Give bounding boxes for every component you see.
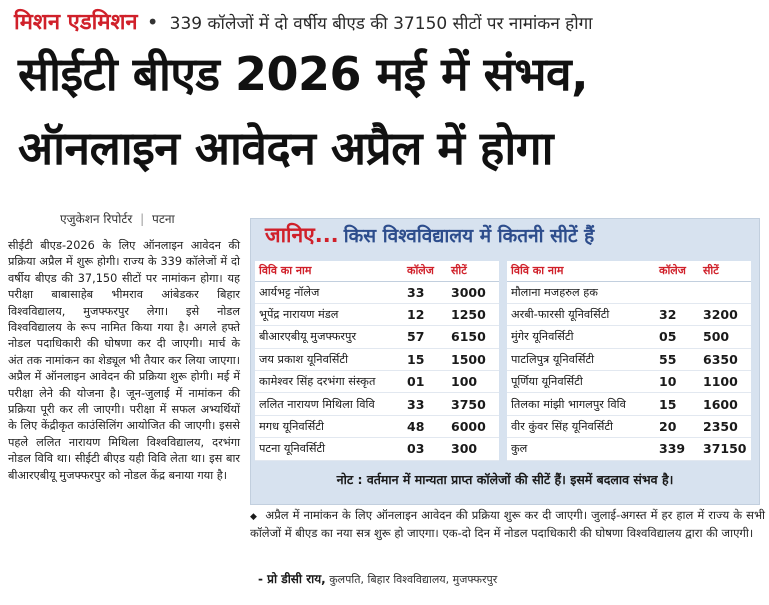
bullet-separator: • — [146, 10, 159, 34]
cell-college-count: 01 — [403, 370, 447, 394]
table-row: मुंगेर यूनिवर्सिटी 05 500 — [507, 325, 751, 349]
column-header-name: विवि का नाम — [507, 261, 655, 282]
top-strap: मिशन एडमिशन • 339 कॉलेजों में दो वर्षीय … — [14, 6, 759, 38]
byline-separator: | — [140, 212, 145, 226]
headline-line-1: सीईटी बीएड 2026 मई में संभव, — [18, 47, 589, 101]
seats-info-panel: जानिए... किस विश्वविद्यालय में कितनी सीट… — [250, 218, 760, 505]
cell-college-count: 55 — [655, 348, 699, 372]
quote-block: ◆ अप्रैल में नामांकन के लिए ऑनलाइन आवेदन… — [250, 508, 765, 541]
cell-seat-count: 6350 — [699, 348, 751, 372]
cell-college-count: 32 — [655, 303, 699, 327]
column-header-name: विवि का नाम — [255, 261, 403, 282]
table-row: पाटलिपुत्र यूनिवर्सिटी 55 6350 — [507, 348, 751, 372]
cell-college-count — [655, 281, 699, 304]
cell-seat-count: 2350 — [699, 415, 751, 439]
cell-university-name: पूर्णिया यूनिवर्सिटी — [507, 370, 655, 394]
article-body: सीईटी बीएड-2026 के लिए ऑनलाइन आवेदन की प… — [8, 239, 240, 482]
column-header-colleges: कॉलेज — [655, 261, 699, 282]
table-row: वीर कुंवर सिंह यूनिवर्सिटी 20 2350 — [507, 415, 751, 439]
cell-seat-count: 6150 — [447, 325, 499, 349]
table-row: जय प्रकाश यूनिवर्सिटी 15 1500 — [255, 348, 499, 372]
column-header-seats: सीटें — [699, 261, 751, 282]
cell-seat-count: 3200 — [699, 303, 751, 327]
cell-seat-count — [699, 281, 751, 304]
cell-university-name: तिलका मांझी भागलपुर विवि — [507, 392, 655, 416]
table-row: बीआरएबीयू मुजफ्फरपुर 57 6150 — [255, 325, 499, 349]
headline-line-2: ऑनलाइन आवेदन अप्रैल में होगा — [18, 121, 554, 175]
cell-college-count: 03 — [403, 437, 447, 461]
cell-university-name: कुल — [507, 437, 655, 461]
cell-university-name: भूपेंद्र नारायण मंडल — [255, 303, 403, 327]
table-row: मौलाना मजहरुल हक — [507, 281, 751, 304]
cell-college-count: 20 — [655, 415, 699, 439]
cell-seat-count: 1100 — [699, 370, 751, 394]
column-header-seats: सीटें — [447, 261, 499, 282]
cell-college-count: 15 — [655, 392, 699, 416]
table-row: भूपेंद्र नारायण मंडल 12 1250 — [255, 303, 499, 327]
cell-seat-count: 100 — [447, 370, 499, 394]
cell-seat-count: 500 — [699, 325, 751, 349]
cell-college-count: 48 — [403, 415, 447, 439]
quote-attribution: - प्रो डीसी राय, कुलपति, बिहार विश्वविद्… — [258, 570, 497, 587]
cell-college-count: 33 — [403, 281, 447, 304]
cell-seat-count: 3750 — [447, 392, 499, 416]
cell-university-name: अरबी-फारसी यूनिवर्सिटी — [507, 303, 655, 327]
column-header-colleges: कॉलेज — [403, 261, 447, 282]
cell-university-name: पटना यूनिवर्सिटी — [255, 437, 403, 461]
table-row: पटना यूनिवर्सिटी 03 300 — [255, 437, 499, 461]
seats-table-left: विवि का नाम कॉलेज सीटें आर्यभट्ट नॉलेज 33… — [255, 261, 499, 461]
cell-college-count: 05 — [655, 325, 699, 349]
byline: एजुकेशन रिपोर्टर | पटना — [60, 210, 175, 227]
seats-table-right: विवि का नाम कॉलेज सीटें मौलाना मजहरुल हक… — [507, 261, 751, 461]
cell-seat-count: 1600 — [699, 392, 751, 416]
cell-university-name: बीआरएबीयू मुजफ्फरपुर — [255, 325, 403, 349]
quote-author-title: कुलपति, बिहार विश्वविद्यालय, मुजफ्फरपुर — [329, 573, 498, 586]
cell-seat-count: 1250 — [447, 303, 499, 327]
table-row: मगध यूनिवर्सिटी 48 6000 — [255, 415, 499, 439]
table-row: कामेश्वर सिंह दरभंगा संस्कृत 01 100 — [255, 370, 499, 394]
table-row: तिलका मांझी भागलपुर विवि 15 1600 — [507, 392, 751, 416]
cell-university-name: जय प्रकाश यूनिवर्सिटी — [255, 348, 403, 372]
table-header-row: विवि का नाम कॉलेज सीटें — [255, 261, 499, 282]
table-row: ललित नारायण मिथिला विवि 33 3750 — [255, 392, 499, 416]
cell-university-name: मगध यूनिवर्सिटी — [255, 415, 403, 439]
cell-seat-count: 1500 — [447, 348, 499, 372]
cell-college-count: 12 — [403, 303, 447, 327]
byline-author: एजुकेशन रिपोर्टर — [60, 212, 133, 226]
table-row: अरबी-फारसी यूनिवर्सिटी 32 3200 — [507, 303, 751, 327]
cell-university-name: आर्यभट्ट नॉलेज — [255, 281, 403, 304]
cell-college-count: 57 — [403, 325, 447, 349]
quote-text: अप्रैल में नामांकन के लिए ऑनलाइन आवेदन क… — [250, 508, 766, 540]
cell-college-count: 339 — [655, 437, 699, 461]
table-row: पूर्णिया यूनिवर्सिटी 10 1100 — [507, 370, 751, 394]
panel-title-rest: किस विश्वविद्यालय में कितनी सीटें हैं — [343, 225, 595, 247]
cell-university-name: ललित नारायण मिथिला विवि — [255, 392, 403, 416]
cell-university-name: पाटलिपुत्र यूनिवर्सिटी — [507, 348, 655, 372]
table-header-row: विवि का नाम कॉलेज सीटें — [507, 261, 751, 282]
panel-title-lead: जानिए... — [265, 223, 339, 247]
table-row: आर्यभट्ट नॉलेज 33 3000 — [255, 281, 499, 304]
table-row: कुल 339 37150 — [507, 437, 751, 461]
table-note: नोट : वर्तमान में मान्यता प्राप्त कॉलेजो… — [336, 472, 674, 487]
cell-seat-count: 300 — [447, 437, 499, 461]
cell-university-name: मौलाना मजहरुल हक — [507, 281, 655, 304]
quote-author-name: - प्रो डीसी राय, — [258, 572, 326, 586]
cell-university-name: वीर कुंवर सिंह यूनिवर्सिटी — [507, 415, 655, 439]
cell-seat-count: 3000 — [447, 281, 499, 304]
cell-university-name: कामेश्वर सिंह दरभंगा संस्कृत — [255, 370, 403, 394]
section-kicker: मिशन एडमिशन — [14, 10, 138, 35]
cell-university-name: मुंगेर यूनिवर्सिटी — [507, 325, 655, 349]
cell-college-count: 10 — [655, 370, 699, 394]
cell-seat-count: 37150 — [699, 437, 751, 461]
panel-title: जानिए... किस विश्वविद्यालय में कितनी सीट… — [265, 221, 594, 249]
subheadline: 339 कॉलेजों में दो वर्षीय बीएड की 37150 … — [169, 14, 593, 34]
cell-college-count: 33 — [403, 392, 447, 416]
cell-seat-count: 6000 — [447, 415, 499, 439]
byline-place: पटना — [152, 212, 175, 226]
quote-marker: ◆ — [250, 512, 258, 522]
cell-college-count: 15 — [403, 348, 447, 372]
